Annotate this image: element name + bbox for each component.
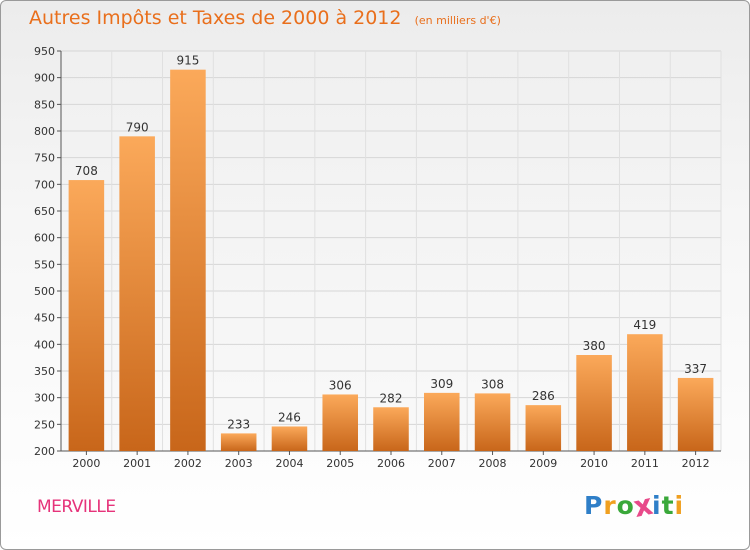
bar	[474, 393, 511, 451]
logo-letter: r	[603, 491, 617, 520]
y-tick-label: 450	[34, 312, 55, 325]
bar	[170, 69, 206, 452]
bar-value-label: 380	[583, 339, 606, 353]
bar-value-label: 308	[481, 377, 504, 391]
y-tick-label: 550	[34, 258, 55, 271]
bar-value-label: 286	[532, 389, 555, 403]
y-tick-label: 800	[34, 125, 55, 138]
bar	[119, 136, 155, 452]
x-tick-label: 2002	[174, 457, 202, 470]
bar	[220, 433, 257, 451]
logo-letter: i	[652, 491, 662, 520]
y-tick-label: 250	[34, 418, 55, 431]
bar-value-label: 337	[684, 362, 707, 376]
title-row: Autres Impôts et Taxes de 2000 à 2012 (e…	[29, 7, 501, 29]
bar	[525, 405, 562, 451]
x-tick-label: 2000	[72, 457, 100, 470]
bar-value-label: 282	[380, 391, 403, 405]
bar	[322, 394, 358, 451]
y-tick-label: 500	[34, 285, 55, 298]
bar-value-label: 790	[126, 120, 149, 134]
bar-value-label: 306	[329, 378, 352, 392]
logo-letter: o	[616, 491, 635, 520]
y-tick-label: 350	[34, 365, 55, 378]
x-tick-label: 2004	[275, 457, 303, 470]
city-name: MERVILLE	[37, 497, 116, 517]
proxiti-logo[interactable]: Proxiti	[584, 487, 685, 524]
bar-value-label: 233	[227, 417, 250, 431]
y-tick-label: 300	[34, 392, 55, 405]
x-tick-label: 2011	[631, 457, 659, 470]
x-tick-label: 2006	[377, 457, 405, 470]
x-tick-label: 2012	[682, 457, 710, 470]
bar-value-label: 915	[176, 54, 199, 68]
y-tick-label: 700	[34, 178, 55, 191]
y-tick-label: 600	[34, 232, 55, 245]
y-tick-label: 650	[34, 205, 55, 218]
logo-letter: t	[661, 491, 675, 520]
x-tick-label: 2010	[580, 457, 608, 470]
x-tick-label: 2007	[428, 457, 456, 470]
y-tick-label: 850	[34, 98, 55, 111]
x-tick-label: 2005	[326, 457, 354, 470]
bar	[68, 180, 105, 452]
bar-value-label: 708	[75, 164, 98, 178]
bar	[576, 355, 612, 451]
y-tick-label: 950	[34, 45, 55, 58]
bar-value-label: 246	[278, 410, 301, 424]
y-tick-label: 200	[34, 445, 55, 458]
logo-letter: P	[584, 491, 604, 520]
bar	[677, 377, 714, 451]
x-tick-label: 2009	[529, 457, 557, 470]
logo-letter: i	[674, 491, 685, 520]
x-tick-label: 2001	[123, 457, 151, 470]
y-tick-label: 750	[34, 152, 55, 165]
x-tick-label: 2003	[225, 457, 253, 470]
bar-value-label: 419	[633, 318, 656, 332]
bar-value-label: 309	[430, 377, 453, 391]
bar	[424, 392, 460, 451]
bar	[271, 426, 308, 451]
y-tick-label: 900	[34, 72, 55, 85]
x-tick-label: 2008	[479, 457, 507, 470]
y-tick-label: 400	[34, 338, 55, 351]
chart-title: Autres Impôts et Taxes de 2000 à 2012	[29, 7, 402, 29]
chart-unit: (en milliers d'€)	[414, 14, 501, 27]
bar	[373, 407, 409, 451]
bar	[627, 334, 663, 451]
